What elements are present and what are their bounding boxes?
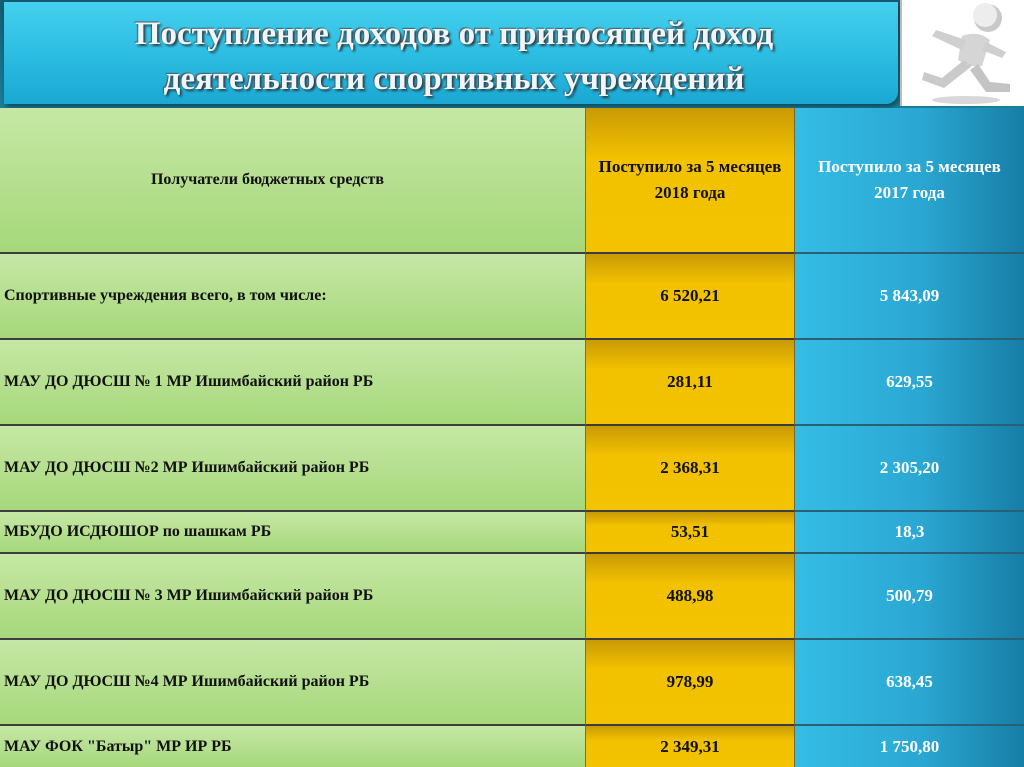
title-line-2: деятельности спортивных учреждений (163, 61, 745, 97)
row-value-2018: 53,51 (586, 512, 795, 554)
table-row: МАУ ДО ДЮСШ №2 МР Ишимбайский район РБ 2… (0, 426, 1024, 512)
row-value-2017: 638,45 (795, 640, 1024, 726)
row-name: Спортивные учреждения всего, в том числе… (0, 254, 586, 340)
row-value-2018: 488,98 (586, 554, 795, 640)
slide-title: Поступление доходов от приносящей доход … (24, 12, 884, 102)
table-row: Спортивные учреждения всего, в том числе… (0, 254, 1024, 340)
table-row: МБУДО ИСДЮШОР по шашкам РБ 53,51 18,3 (0, 512, 1024, 554)
logo-image (900, 0, 1024, 106)
row-name: МАУ ФОК "Батыр" МР ИР РБ (0, 726, 586, 767)
row-name: МАУ ДО ДЮСШ №4 МР Ишимбайский район РБ (0, 640, 586, 726)
row-value-2017: 2 305,20 (795, 426, 1024, 512)
running-person-icon (922, 3, 1010, 104)
table-row: МАУ ДО ДЮСШ № 3 МР Ишимбайский район РБ … (0, 554, 1024, 640)
row-value-2018: 6 520,21 (586, 254, 795, 340)
slide-header: Поступление доходов от приносящей доход … (0, 0, 1024, 108)
header-2017: Поступило за 5 месяцев 2017 года (795, 108, 1024, 254)
row-name: МАУ ДО ДЮСШ № 3 МР Ишимбайский район РБ (0, 554, 586, 640)
table-row: МАУ ДО ДЮСШ № 1 МР Ишимбайский район РБ … (0, 340, 1024, 426)
row-value-2017: 629,55 (795, 340, 1024, 426)
header-recipients: Получатели бюджетных средств (0, 108, 586, 254)
row-value-2018: 2 368,31 (586, 426, 795, 512)
row-value-2017: 18,3 (795, 512, 1024, 554)
row-name: МАУ ДО ДЮСШ № 1 МР Ишимбайский район РБ (0, 340, 586, 426)
table-header-row: Получатели бюджетных средств Поступило з… (0, 108, 1024, 254)
row-value-2017: 5 843,09 (795, 254, 1024, 340)
table-row: МАУ ДО ДЮСШ №4 МР Ишимбайский район РБ 9… (0, 640, 1024, 726)
row-value-2018: 2 349,31 (586, 726, 795, 767)
title-bar: Поступление доходов от приносящей доход … (4, 2, 898, 104)
header-2018: Поступило за 5 месяцев 2018 года (586, 108, 795, 254)
table-row: МАУ ФОК "Батыр" МР ИР РБ 2 349,31 1 750,… (0, 726, 1024, 767)
row-value-2018: 978,99 (586, 640, 795, 726)
row-value-2018: 281,11 (586, 340, 795, 426)
row-value-2017: 1 750,80 (795, 726, 1024, 767)
row-name: МАУ ДО ДЮСШ №2 МР Ишимбайский район РБ (0, 426, 586, 512)
title-line-1: Поступление доходов от приносящей доход (134, 16, 774, 52)
row-value-2017: 500,79 (795, 554, 1024, 640)
row-name: МБУДО ИСДЮШОР по шашкам РБ (0, 512, 586, 554)
income-table: Получатели бюджетных средств Поступило з… (0, 108, 1024, 767)
